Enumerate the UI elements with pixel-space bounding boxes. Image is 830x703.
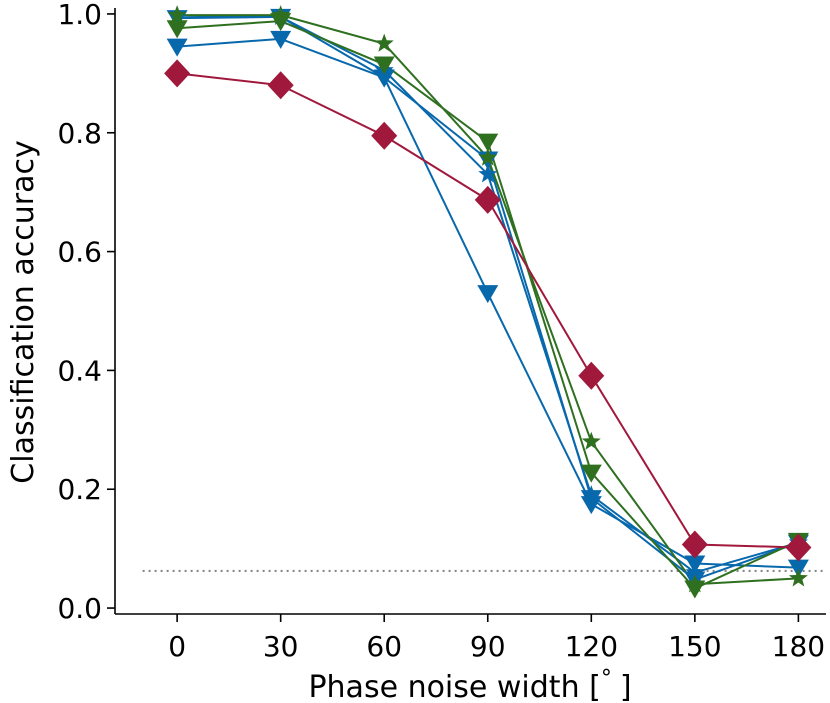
y-tick-label-3: 0.6 (57, 236, 102, 269)
series-point-blue-star-3 (478, 164, 498, 183)
series-line-blue-triangle-a (177, 37, 799, 569)
series-point-blue-triangle-b-2 (373, 69, 395, 88)
series-point-red-diamond-6 (785, 533, 812, 562)
series-point-green-star-6 (788, 568, 808, 587)
series-point-red-diamond-4 (578, 361, 605, 390)
x-axis-title-text: Phase noise width [ (308, 670, 600, 703)
series-point-green-star-4 (581, 431, 601, 450)
series-point-red-diamond-5 (681, 530, 708, 559)
x-tick-label-3: 90 (470, 630, 506, 663)
x-tick-label-6: 180 (772, 630, 825, 663)
series-point-green-triangle-4 (580, 464, 602, 483)
series-line-green-triangle (177, 20, 799, 590)
series-point-blue-triangle-a-3 (477, 285, 499, 304)
series-point-green-star-0 (167, 5, 187, 24)
series-point-blue-triangle-a-1 (270, 30, 292, 49)
series-point-red-diamond-1 (267, 71, 294, 100)
x-axis-title: Phase noise width [°] (308, 666, 631, 703)
y-axis-title: Classification accuracy (6, 140, 41, 483)
series-point-green-star-2 (374, 33, 394, 52)
series-point-green-triangle-0 (166, 20, 188, 39)
series-point-green-star-3 (478, 147, 498, 166)
y-tick-label-4: 0.8 (57, 117, 102, 150)
x-tick-label-4: 120 (565, 630, 618, 663)
x-axis-title-close: ] (620, 670, 632, 703)
y-tick-label-1: 0.2 (57, 473, 102, 506)
series-markers-layer (164, 5, 812, 599)
series-point-blue-star-5 (685, 562, 705, 581)
axes-layer (114, 8, 826, 615)
ticks-layer: 0 30 60 90 120 150 180 0.0 0.2 0.4 0.6 0.8 1.0 (57, 0, 825, 663)
series-point-blue-triangle-b-4 (580, 490, 602, 509)
x-axis-title-degree: ° (601, 666, 612, 691)
y-tick-label-2: 0.4 (57, 354, 102, 387)
x-tick-label-2: 60 (366, 630, 402, 663)
series-point-red-diamond-0 (164, 59, 191, 88)
series-point-red-diamond-2 (371, 121, 398, 150)
y-tick-label-5: 1.0 (57, 0, 102, 31)
series-point-green-triangle-1 (270, 13, 292, 32)
series-point-green-triangle-3 (477, 133, 499, 152)
x-tick-label-0: 0 (168, 630, 186, 663)
series-point-green-triangle-2 (373, 56, 395, 75)
series-point-blue-triangle-a-0 (166, 38, 188, 57)
x-tick-label-5: 150 (668, 630, 721, 663)
y-tick-label-0: 0.0 (57, 592, 102, 625)
series-point-green-triangle-5 (684, 580, 706, 599)
series-point-red-diamond-3 (474, 185, 501, 214)
x-tick-label-1: 30 (263, 630, 299, 663)
